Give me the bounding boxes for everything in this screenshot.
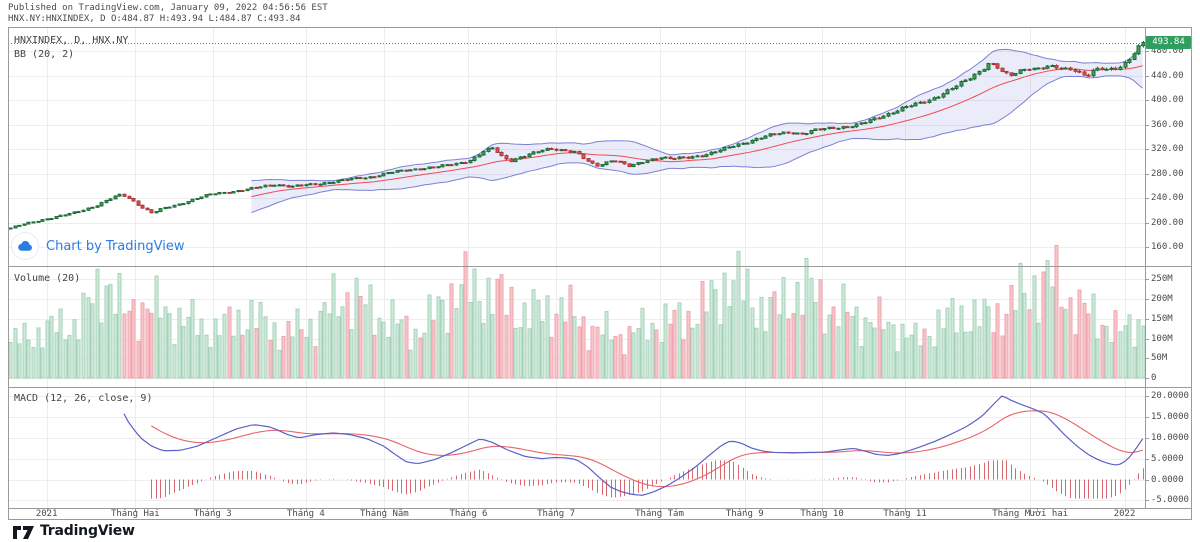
price-tick-label: 240.00 <box>1151 193 1184 203</box>
time-tick-label: Tháng 9 <box>725 509 764 519</box>
volume-tick-label: 50M <box>1151 353 1168 364</box>
time-tick-label: 2021 <box>35 509 58 519</box>
chart-watermark[interactable]: Chart by TradingView <box>12 233 184 259</box>
tradingview-logo-icon <box>13 526 34 539</box>
price-tick-label: 360.00 <box>1151 119 1184 130</box>
time-tick-label: Tháng 10 <box>800 509 844 519</box>
volume-tick-label: 250M <box>1151 274 1173 285</box>
volume-tick-label: 100M <box>1151 333 1173 344</box>
time-tick-label: Tháng 7 <box>537 509 575 519</box>
time-tick-label: Tháng Mười hai <box>992 509 1069 519</box>
time-tick-label: Tháng 11 <box>883 509 927 519</box>
macd-tick-label: -5.0000 <box>1151 495 1189 506</box>
price-tick-label: 160.00 <box>1151 242 1184 252</box>
macd-tick-label: 15.0000 <box>1151 412 1189 423</box>
macd-tick-label: 0.0000 <box>1151 474 1184 485</box>
main-chart-legend-symbol[interactable]: HNXINDEX, D, HNX.NY <box>14 35 129 46</box>
price-tick-label: 400.00 <box>1151 95 1184 105</box>
time-tick-label: Tháng Tám <box>635 509 684 519</box>
price-tick-label: 480.00 <box>1151 46 1184 56</box>
price-tick-label: 320.00 <box>1151 144 1184 154</box>
tradingview-logo[interactable]: TradingView <box>13 523 135 539</box>
price-tick-label: 280.00 <box>1151 168 1184 179</box>
tradingview-cloud-icon <box>12 233 38 259</box>
price-tick-label: 200.00 <box>1151 217 1184 228</box>
volume-legend[interactable]: Volume (20) <box>14 273 81 284</box>
time-tick-label: Tháng Hai <box>110 509 160 519</box>
macd-tick-label: 10.0000 <box>1151 432 1189 443</box>
time-tick-label: Tháng 4 <box>286 509 325 519</box>
last-price-badge: 493.84 <box>1146 36 1191 49</box>
time-tick-label: Tháng 3 <box>193 509 232 519</box>
volume-tick-label: 200M <box>1151 294 1173 304</box>
watermark-label: Chart by TradingView <box>46 238 185 254</box>
bollinger-bands-legend[interactable]: BB (20, 2) <box>14 49 75 60</box>
macd-legend[interactable]: MACD (12, 26, close, 9) <box>14 393 153 404</box>
macd-tick-label: 5.0000 <box>1151 453 1184 464</box>
time-tick-label: Tháng Năm <box>359 509 409 519</box>
price-tick-label: 440.00 <box>1151 70 1184 81</box>
volume-tick-label: 0 <box>1151 373 1157 383</box>
macd-tick-label: 20.0000 <box>1151 391 1189 402</box>
time-tick-label: 2022 <box>1113 509 1136 519</box>
time-tick-label: Tháng 6 <box>449 509 488 519</box>
tradingview-logo-text: TradingView <box>40 523 135 539</box>
volume-tick-label: 150M <box>1151 313 1173 324</box>
